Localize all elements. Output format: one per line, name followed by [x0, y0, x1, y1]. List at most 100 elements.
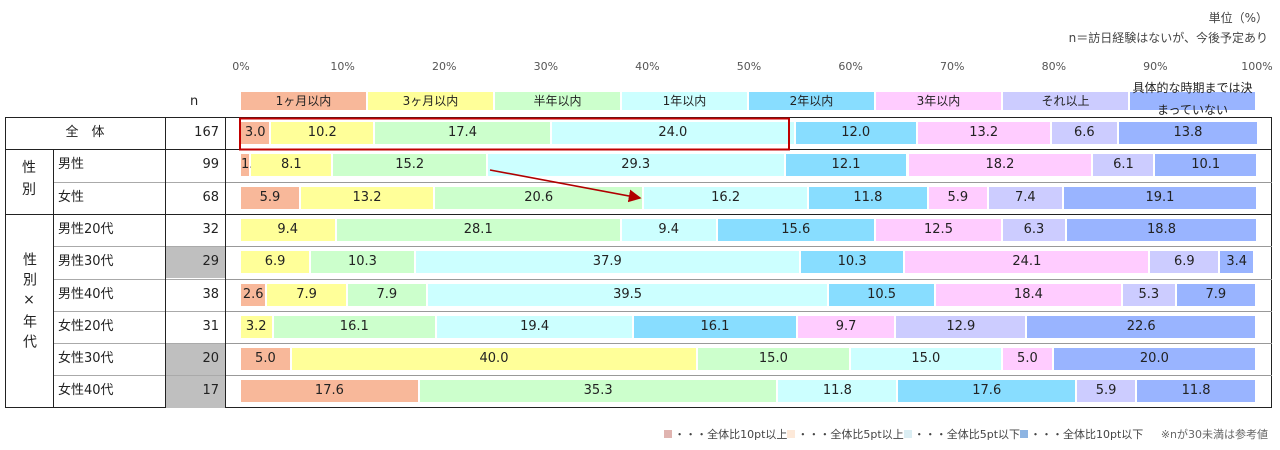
color-swatch-icon	[1020, 430, 1029, 438]
row-n: 29	[202, 254, 219, 270]
bar-value-label: 15.6	[781, 221, 811, 237]
bar-value-label: 18.2	[985, 157, 1015, 173]
bar-segment-1年以内: 19.4	[437, 315, 633, 338]
row-divider	[225, 375, 1272, 377]
bar-value-label: 18.4	[1013, 286, 1043, 302]
bar-segment-2年以内: 12.1	[785, 154, 907, 177]
bar-value-label: 35.3	[583, 383, 613, 399]
row-label: 女性40代	[58, 383, 114, 399]
bar-value-label: 5.9	[947, 189, 969, 205]
bar-value-label: 7.9	[1205, 286, 1227, 302]
column-divider	[225, 117, 226, 408]
bar-segment-3年以内: 12.5	[876, 218, 1001, 241]
bar-value-label: 6.9	[264, 254, 286, 270]
bar-value-label: 7.9	[376, 286, 398, 302]
bar-value-label: 3.4	[1226, 254, 1248, 270]
bar-value-label: 3.2	[245, 318, 267, 334]
bar-value-label: 2.6	[242, 286, 264, 302]
bar-segment-3ヶ月以内: 6.9	[241, 251, 310, 274]
bar-value-label: 9.7	[835, 318, 857, 334]
bar-segment-3年以内: 5.9	[928, 186, 987, 209]
bar-value-label: 7.9	[296, 286, 317, 302]
bar-value-label: 17.6	[314, 383, 344, 399]
bar-value-label: 29.3	[621, 157, 651, 173]
row-divider	[53, 246, 225, 248]
legend-swatch	[1130, 92, 1255, 110]
bar-segment-1ヶ月以内: 5.9	[241, 186, 299, 209]
bar-value-label: 10.3	[837, 254, 867, 270]
x-tick-label: 0%	[232, 60, 250, 73]
row-label: 男性	[58, 157, 85, 173]
n-header: n	[190, 94, 199, 109]
bar-segment-具体的な時期までは決まっていない: 19.1	[1063, 186, 1256, 209]
legend-item: それ以上	[1003, 92, 1128, 110]
bar-value-label: 5.3	[1138, 286, 1160, 302]
bar-value-label: 6.9	[1174, 254, 1195, 270]
bar-value-label: 19.1	[1145, 189, 1175, 205]
bar-segment-半年以内: 35.3	[419, 380, 777, 403]
color-swatch-icon	[664, 430, 673, 438]
bar-segment-1年以内: 16.2	[644, 186, 807, 209]
bar-value-label: 12.0	[841, 125, 871, 140]
bar-value-label: 5.9	[1095, 383, 1117, 399]
row-n: 99	[202, 157, 219, 173]
bar-value-label: 9.4	[658, 221, 680, 237]
bar-value-label: 12.9	[946, 318, 976, 334]
bar-segment-具体的な時期までは決まっていない: 20.0	[1053, 348, 1255, 371]
bar-segment-2年以内: 10.3	[800, 251, 904, 274]
row-divider	[225, 310, 1272, 312]
bar-value-label: 22.6	[1126, 318, 1156, 334]
bar-value-label: 9.4	[277, 221, 299, 237]
bar-value-label: 5.0	[1017, 351, 1038, 367]
bar-value-label: 3.0	[244, 125, 266, 140]
bar-segment-3年以内: 5.0	[1003, 348, 1052, 371]
bar-segment-それ以上: 6.6	[1051, 122, 1117, 144]
row-n: 68	[202, 189, 219, 205]
bar-segment-1年以内: 39.5	[427, 283, 828, 306]
legend-item: 具体的な時期までは決まっていない	[1130, 80, 1255, 117]
bar-segment-2年以内: 10.5	[829, 283, 934, 306]
row-label: 男性30代	[58, 254, 114, 270]
bar-segment-具体的な時期までは決まっていない: 13.8	[1118, 122, 1258, 144]
row-n: 167	[194, 125, 219, 140]
group-label-gender-age: 性別×年代	[21, 251, 37, 354]
group-label-gender: 性別	[22, 160, 36, 199]
bar-segment-それ以上: 6.1	[1093, 154, 1154, 177]
color-swatch-icon	[903, 430, 912, 438]
row-n: 38	[202, 286, 219, 302]
legend-item: 半年以内	[495, 92, 620, 110]
bar-value-label: 24.1	[1012, 254, 1042, 270]
bar-segment-3ヶ月以内: 40.0	[291, 348, 697, 371]
bar-segment-3ヶ月以内: 10.2	[271, 122, 374, 144]
bar-segment-3年以内: 13.2	[917, 122, 1050, 144]
row-divider	[53, 343, 225, 345]
bar-value-label: 18.8	[1147, 221, 1176, 237]
row-label: 女性30代	[58, 351, 114, 367]
bar-value-label: 8.1	[280, 157, 302, 173]
footer-legend-item: ・・・全体比5pt以上	[787, 428, 904, 441]
bar-segment-それ以上: 6.9	[1150, 251, 1219, 274]
bar-value-label: 10.3	[347, 254, 377, 270]
footer-legend-label: ・・・全体比5pt以上	[797, 428, 904, 441]
bar-segment-具体的な時期までは決まっていない: 10.1	[1155, 154, 1256, 177]
bar-segment-1年以内: 24.0	[551, 122, 794, 144]
bar-segment-3ヶ月以内: 9.4	[241, 218, 335, 241]
bar-segment-3年以内: 18.4	[935, 283, 1121, 306]
x-tick-label: 20%	[431, 60, 457, 73]
bar-segment-半年以内: 17.4	[375, 122, 550, 144]
bar-segment-1ヶ月以内: 3.0	[241, 122, 270, 144]
bar-value-label: 13.2	[969, 125, 999, 140]
bar-value-label: 11.8	[822, 383, 852, 399]
x-tick-label: 70%	[939, 60, 965, 73]
bar-segment-3ヶ月以内: 8.1	[251, 154, 332, 177]
bar-value-label: 10.2	[307, 125, 337, 140]
bar-segment-2年以内: 11.8	[808, 186, 927, 209]
row-n: 31	[202, 318, 219, 334]
row-divider	[225, 246, 1272, 248]
x-tick-label: 10%	[330, 60, 355, 73]
bar-value-label: 20.6	[524, 189, 554, 205]
unit-note: 単位（%） n＝訪日経験はないが、今後予定あり	[1069, 8, 1268, 48]
low-n-shade	[165, 344, 225, 376]
